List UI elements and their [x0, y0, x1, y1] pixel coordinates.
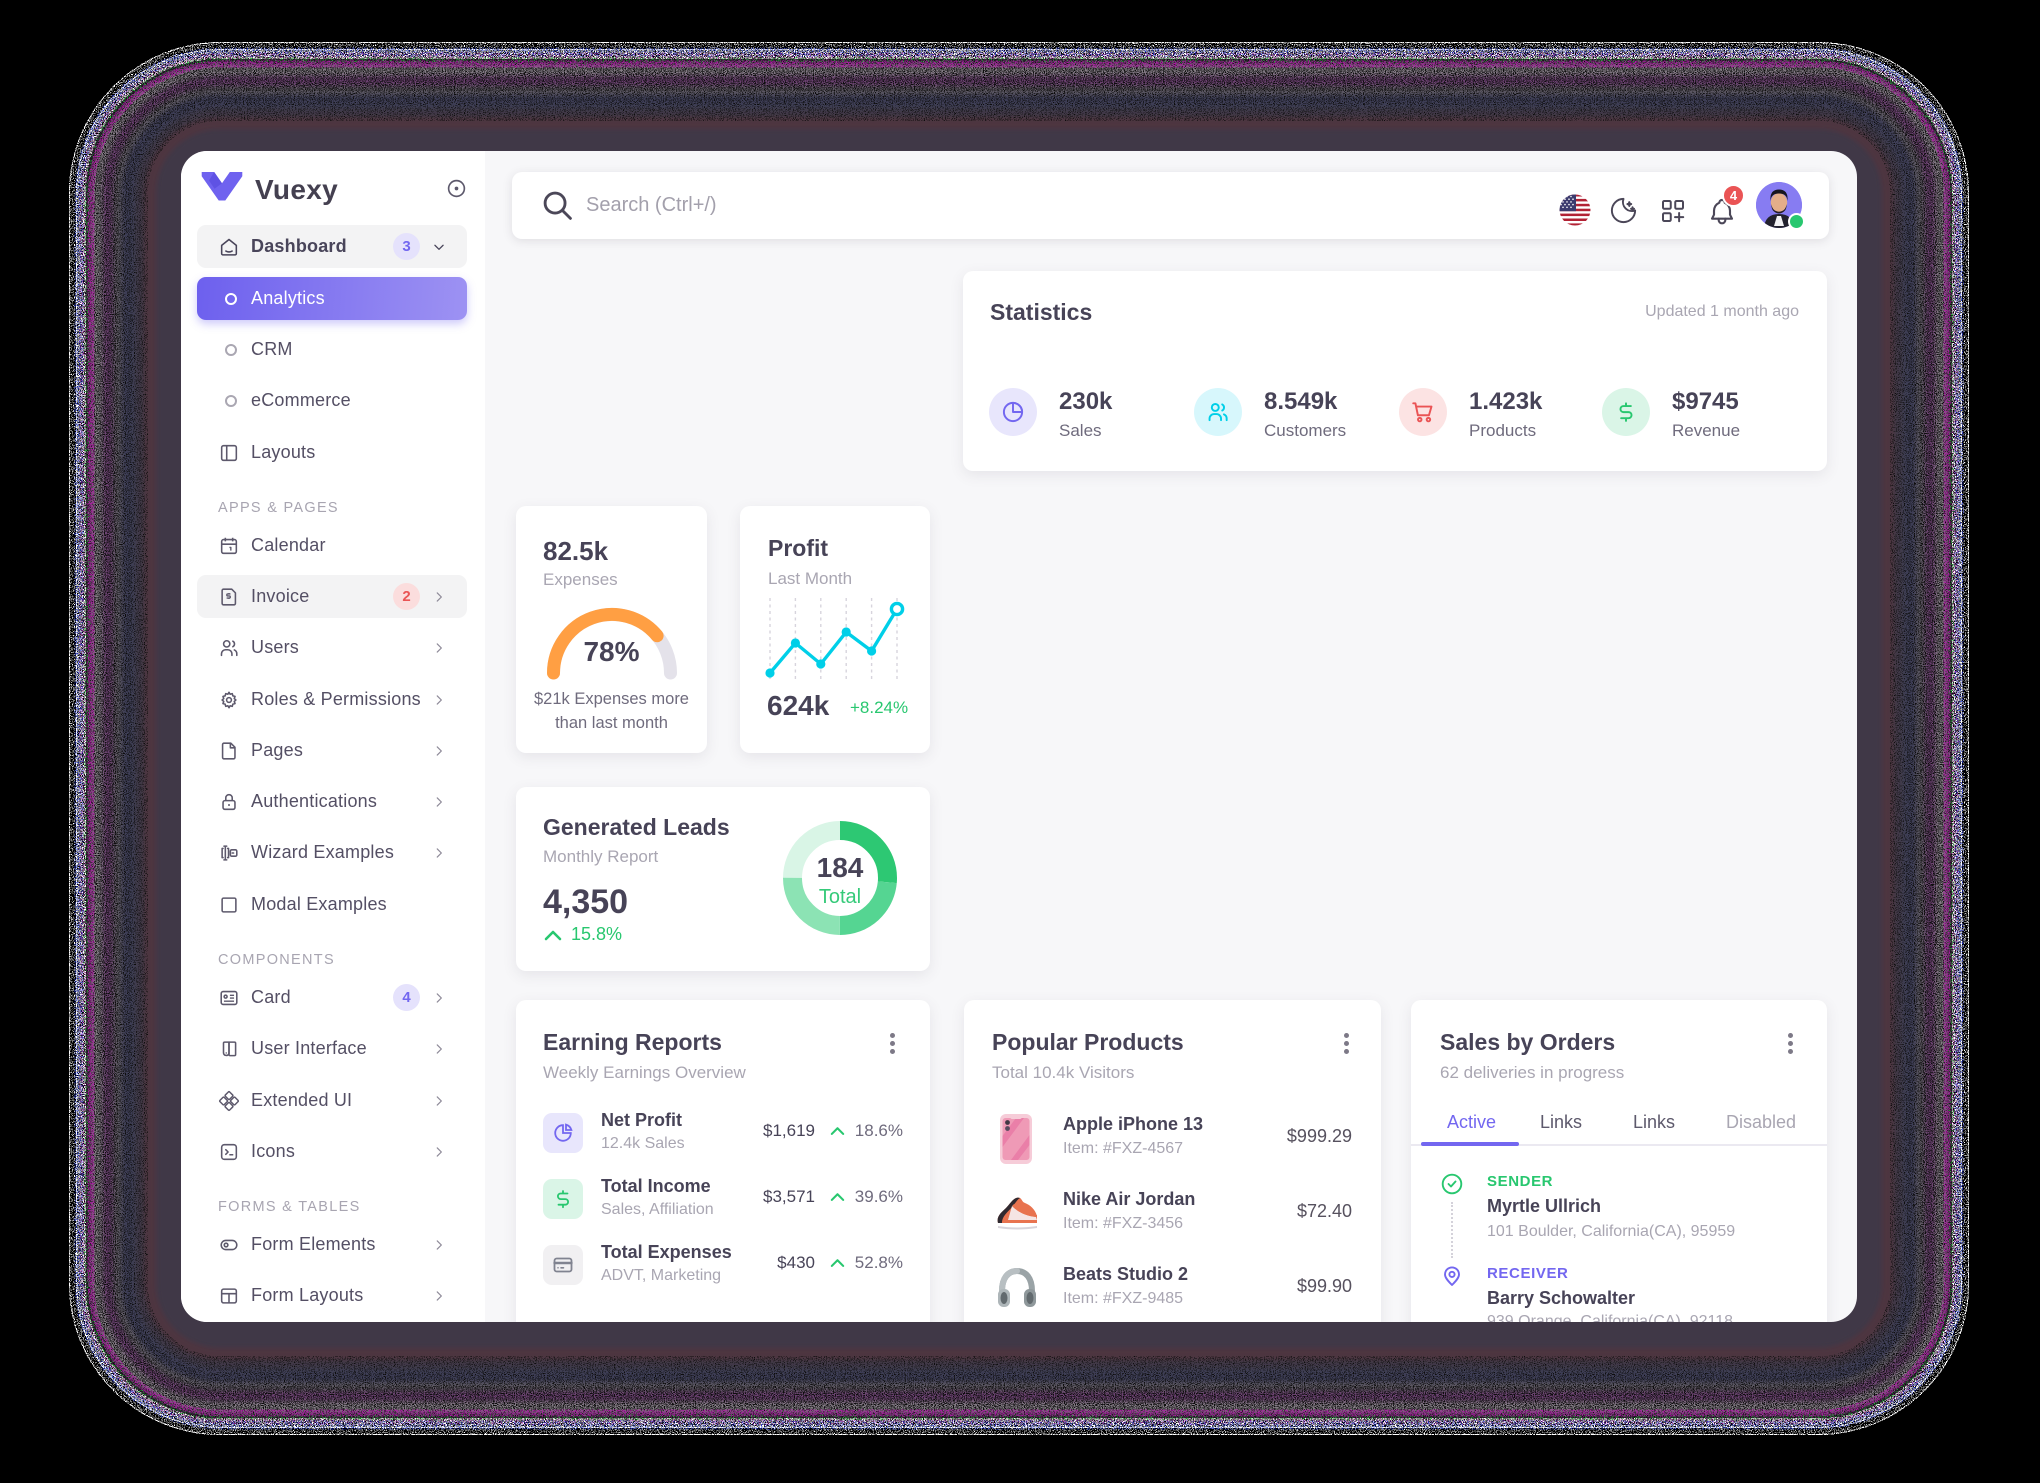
svg-text:184: 184: [817, 852, 864, 883]
svg-text:Total: Total: [819, 886, 861, 908]
